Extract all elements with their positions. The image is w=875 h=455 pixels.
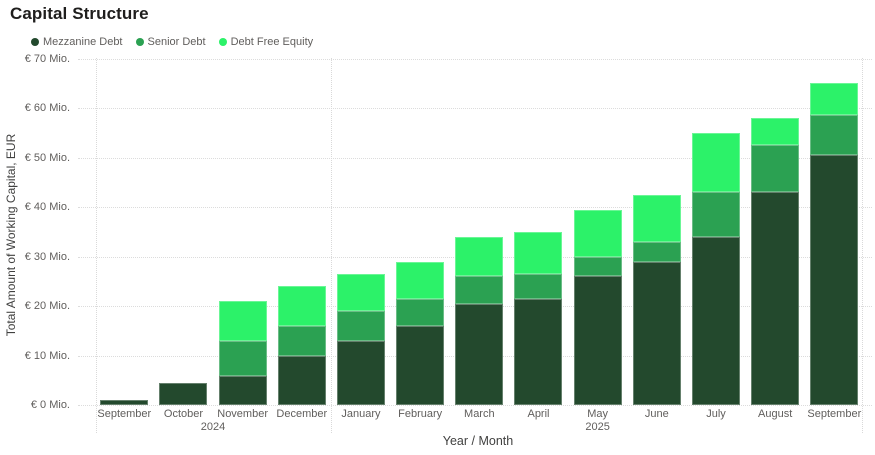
bar-segment-senior-debt[interactable] xyxy=(455,276,504,304)
bar-segment-debt-free-equity[interactable] xyxy=(514,231,563,274)
legend-item[interactable]: Debt Free Equity xyxy=(218,36,314,48)
chart-title: Capital Structure xyxy=(10,4,149,23)
y-tick-label: € 10 Mio. xyxy=(24,349,70,362)
bar-segment-senior-debt[interactable] xyxy=(396,298,445,327)
bar-segment-debt-free-equity[interactable] xyxy=(455,236,504,277)
bar-segment-mezzanine-debt[interactable] xyxy=(455,303,504,406)
y-tick-label: € 40 Mio. xyxy=(24,201,70,214)
bar-segment-mezzanine-debt[interactable] xyxy=(573,276,622,406)
x-tick-label-month: June xyxy=(644,407,669,420)
y-tick-label: € 0 Mio. xyxy=(30,399,70,412)
y-tick-label: € 50 Mio. xyxy=(24,151,70,164)
bar-segment-mezzanine-debt[interactable] xyxy=(159,383,208,406)
x-axis-title: Year / Month xyxy=(442,434,514,448)
bar-segment-senior-debt[interactable] xyxy=(573,256,622,277)
legend: Mezzanine Debt Senior Debt Debt Free Equit… xyxy=(31,36,313,48)
y-tick-label: € 20 Mio. xyxy=(24,300,70,313)
bar-segment-debt-free-equity[interactable] xyxy=(336,274,385,312)
bar-segment-debt-free-equity[interactable] xyxy=(277,286,326,327)
bar-segment-mezzanine-debt[interactable] xyxy=(218,375,267,406)
year-separator-line xyxy=(862,58,863,433)
x-tick-label-month: November xyxy=(217,407,268,420)
gridline-h xyxy=(78,108,872,110)
gridline-h xyxy=(78,405,872,407)
x-tick-label-year: 2024 xyxy=(200,421,226,433)
x-tick-label-month: December xyxy=(276,407,328,420)
bar-segment-debt-free-equity[interactable] xyxy=(632,194,681,242)
x-tick-label-month: January xyxy=(341,407,381,420)
year-separator-line xyxy=(95,58,97,433)
bar-segment-senior-debt[interactable] xyxy=(632,241,681,262)
bar-segment-debt-free-equity[interactable] xyxy=(573,209,622,257)
y-tick-label: € 30 Mio. xyxy=(24,250,70,263)
bar-segment-mezzanine-debt[interactable] xyxy=(100,400,149,406)
bar-segment-mezzanine-debt[interactable] xyxy=(277,355,326,406)
x-tick-label-year: 2025 xyxy=(585,421,610,433)
bar-segment-mezzanine-debt[interactable] xyxy=(336,340,385,406)
y-tick-label: € 70 Mio. xyxy=(24,52,70,65)
bar-segment-debt-free-equity[interactable] xyxy=(751,117,800,146)
bar-segment-senior-debt[interactable] xyxy=(336,311,385,341)
legend-dot-icon xyxy=(218,38,227,46)
x-tick-label-month: April xyxy=(527,407,550,420)
year-separator-line xyxy=(331,58,333,433)
bar-segment-debt-free-equity[interactable] xyxy=(396,261,445,299)
x-tick-label-month: September xyxy=(97,407,152,420)
bar-segment-mezzanine-debt[interactable] xyxy=(632,261,681,406)
bar-segment-senior-debt[interactable] xyxy=(218,340,267,376)
bar-segment-mezzanine-debt[interactable] xyxy=(396,326,445,406)
bar-segment-senior-debt[interactable] xyxy=(810,115,859,156)
bar-segment-mezzanine-debt[interactable] xyxy=(692,236,740,406)
gridline-h xyxy=(78,207,872,209)
legend-label: Debt Free Equity xyxy=(230,36,314,48)
bar-segment-debt-free-equity[interactable] xyxy=(218,301,267,341)
x-tick-label-month: October xyxy=(163,407,204,420)
legend-label: Senior Debt xyxy=(147,36,206,48)
bar-segment-debt-free-equity[interactable] xyxy=(810,83,859,116)
bar-segment-mezzanine-debt[interactable] xyxy=(810,155,859,406)
bar-segment-mezzanine-debt[interactable] xyxy=(514,298,563,406)
x-tick-label-month: September xyxy=(807,407,862,420)
legend-dot-icon xyxy=(135,38,144,46)
legend-dot-icon xyxy=(31,38,39,46)
y-tick-label: € 60 Mio. xyxy=(24,102,70,115)
bar-segment-senior-debt[interactable] xyxy=(277,326,326,356)
x-tick-label-month: March xyxy=(464,407,495,420)
bar-segment-mezzanine-debt[interactable] xyxy=(751,192,800,406)
bar-segment-senior-debt[interactable] xyxy=(692,192,740,237)
x-tick-label-month: July xyxy=(706,407,726,420)
legend-item[interactable]: Senior Debt xyxy=(135,36,206,48)
gridline-h xyxy=(78,58,872,60)
bar-segment-debt-free-equity[interactable] xyxy=(692,132,740,193)
bar-segment-senior-debt[interactable] xyxy=(514,274,563,299)
x-tick-label-month: February xyxy=(398,407,443,420)
x-tick-label-month: May xyxy=(587,407,609,420)
legend-item[interactable]: Mezzanine Debt xyxy=(31,36,123,48)
x-tick-label-month: August xyxy=(758,407,793,420)
legend-label: Mezzanine Debt xyxy=(43,36,123,48)
bar-segment-senior-debt[interactable] xyxy=(751,145,800,193)
gridline-h xyxy=(78,157,872,159)
